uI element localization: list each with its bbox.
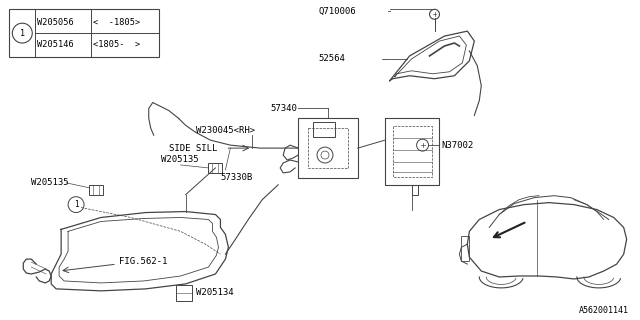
Text: <1805-  >: <1805- > [93,39,140,49]
Text: 52564: 52564 [318,54,345,63]
Text: 57330B: 57330B [220,173,253,182]
Text: Q710006: Q710006 [318,7,356,16]
Text: 1: 1 [74,200,78,209]
Bar [10,9,159,57]
Text: W205056: W205056 [37,18,74,27]
Text: 1: 1 [20,28,25,38]
Text: W205135: W205135 [31,178,69,187]
Bar [209,163,223,173]
Text: W205134: W205134 [196,288,233,297]
Bar [175,285,191,301]
Bar [298,118,358,178]
Text: <  -1805>: < -1805> [93,18,140,27]
Circle shape [68,197,84,212]
Text: W205135: W205135 [161,156,198,164]
Text: FIG.562-1: FIG.562-1 [119,257,167,266]
Text: SIDE SILL: SIDE SILL [169,144,217,153]
Text: A562001141: A562001141 [579,306,628,315]
Bar [313,122,335,137]
Text: 57340: 57340 [270,104,297,113]
Bar [308,128,348,168]
Text: N37002: N37002 [442,140,474,150]
Bar [89,185,103,195]
Bar [461,236,469,261]
Text: W230045<RH>: W230045<RH> [196,126,255,135]
Text: W205146: W205146 [37,39,74,49]
